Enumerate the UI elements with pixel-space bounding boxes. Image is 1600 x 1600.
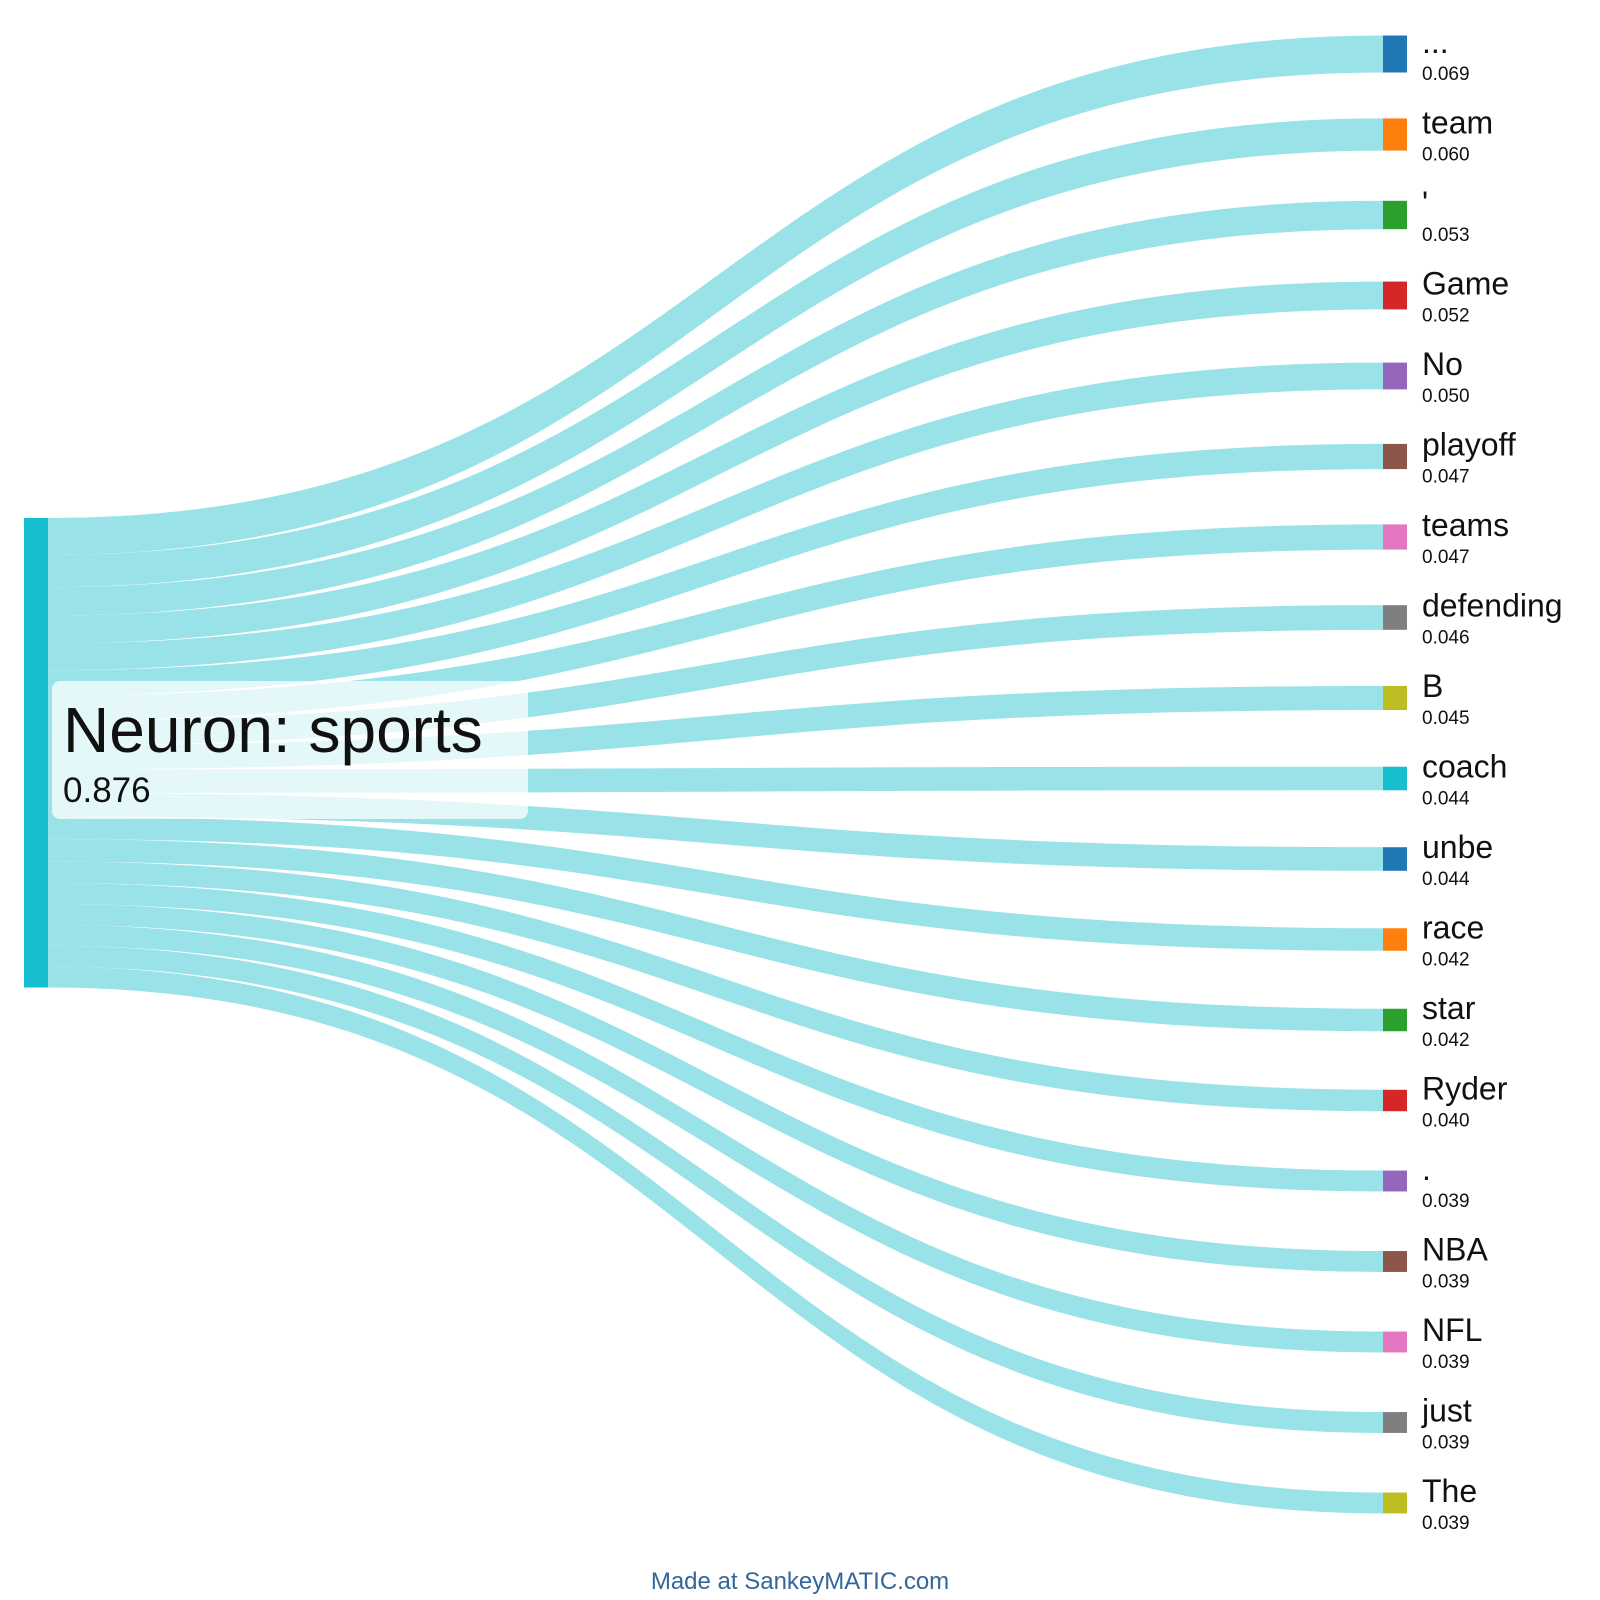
target-node-10 xyxy=(1383,847,1407,871)
target-label-9: coach xyxy=(1422,749,1507,785)
flow-18 xyxy=(48,966,1383,1514)
flow-17 xyxy=(48,945,1383,1433)
target-labels-layer: ... 0.069 team 0.060 ' 0.053 Game 0.052 No 0.050 p… xyxy=(1421,24,1563,1534)
target-node-7 xyxy=(1383,605,1407,630)
target-node-5 xyxy=(1383,443,1407,470)
footer-credit[interactable]: Made at SankeyMATIC.com xyxy=(650,1568,950,1595)
source-node-value: 0.876 xyxy=(63,771,151,810)
target-label-11: race xyxy=(1422,910,1484,946)
target-node-8 xyxy=(1383,685,1407,711)
target-node-3 xyxy=(1383,281,1407,310)
target-value-16: 0.039 xyxy=(1422,1352,1470,1373)
source-label-box xyxy=(52,681,528,819)
target-node-14 xyxy=(1383,1170,1407,1192)
target-label-6: teams xyxy=(1422,507,1509,543)
flows-layer xyxy=(48,35,1383,1514)
target-value-11: 0.042 xyxy=(1422,950,1470,971)
target-label-15: NBA xyxy=(1422,1232,1488,1268)
target-value-14: 0.039 xyxy=(1422,1191,1470,1212)
flow-12 xyxy=(48,839,1383,1032)
target-value-2: 0.053 xyxy=(1422,225,1470,246)
source-label: Neuron: sports 0.876 xyxy=(52,681,528,819)
target-value-7: 0.046 xyxy=(1422,628,1470,649)
target-node-4 xyxy=(1383,362,1407,390)
target-node-0 xyxy=(1383,35,1407,73)
flow-1 xyxy=(48,118,1383,588)
target-value-17: 0.039 xyxy=(1422,1433,1470,1454)
target-nodes-layer xyxy=(1383,35,1407,1514)
flow-5 xyxy=(48,443,1383,696)
target-node-15 xyxy=(1383,1251,1407,1272)
flow-6 xyxy=(48,524,1383,721)
source-node-label: Neuron: sports xyxy=(63,694,483,766)
flow-2 xyxy=(48,200,1383,616)
target-value-12: 0.042 xyxy=(1422,1030,1470,1051)
target-value-15: 0.039 xyxy=(1422,1272,1470,1293)
flow-16 xyxy=(48,924,1383,1353)
target-label-3: Game xyxy=(1422,266,1509,302)
target-node-2 xyxy=(1383,200,1407,230)
target-node-18 xyxy=(1383,1492,1407,1514)
flow-13 xyxy=(48,861,1383,1112)
flow-14 xyxy=(48,883,1383,1192)
target-label-2: ' xyxy=(1422,185,1428,221)
flow-11 xyxy=(48,816,1383,951)
target-label-0: ... xyxy=(1422,24,1449,60)
target-node-17 xyxy=(1383,1412,1407,1433)
target-label-1: team xyxy=(1422,105,1493,141)
target-label-12: star xyxy=(1422,990,1476,1026)
target-value-10: 0.044 xyxy=(1422,869,1470,890)
flow-15 xyxy=(48,903,1383,1272)
target-node-9 xyxy=(1383,766,1407,791)
target-node-1 xyxy=(1383,118,1407,151)
target-node-16 xyxy=(1383,1331,1407,1353)
target-node-12 xyxy=(1383,1008,1407,1032)
target-label-4: No xyxy=(1422,346,1463,382)
target-value-3: 0.052 xyxy=(1422,306,1470,327)
target-label-17: just xyxy=(1421,1393,1472,1429)
target-value-18: 0.039 xyxy=(1422,1513,1470,1534)
target-label-16: NFL xyxy=(1422,1312,1482,1348)
flow-0 xyxy=(48,35,1383,555)
target-label-5: playoff xyxy=(1422,427,1516,463)
target-value-4: 0.050 xyxy=(1422,386,1470,407)
target-value-8: 0.045 xyxy=(1422,708,1470,729)
target-value-0: 0.069 xyxy=(1422,64,1470,85)
target-node-13 xyxy=(1383,1089,1407,1112)
target-value-13: 0.040 xyxy=(1422,1111,1470,1132)
target-value-1: 0.060 xyxy=(1422,145,1470,166)
target-node-6 xyxy=(1383,524,1407,550)
target-label-18: The xyxy=(1422,1473,1477,1509)
target-label-13: Ryder xyxy=(1422,1071,1508,1107)
target-value-9: 0.044 xyxy=(1422,789,1470,810)
target-node-11 xyxy=(1383,928,1407,951)
target-label-10: unbe xyxy=(1422,829,1493,865)
source-node xyxy=(24,518,48,988)
flow-4 xyxy=(48,362,1383,671)
target-value-5: 0.047 xyxy=(1422,467,1470,488)
target-value-6: 0.047 xyxy=(1422,547,1470,568)
target-label-7: defending xyxy=(1422,588,1563,624)
target-label-8: B xyxy=(1422,668,1443,704)
flow-3 xyxy=(48,281,1383,644)
target-label-14: . xyxy=(1422,1151,1431,1187)
